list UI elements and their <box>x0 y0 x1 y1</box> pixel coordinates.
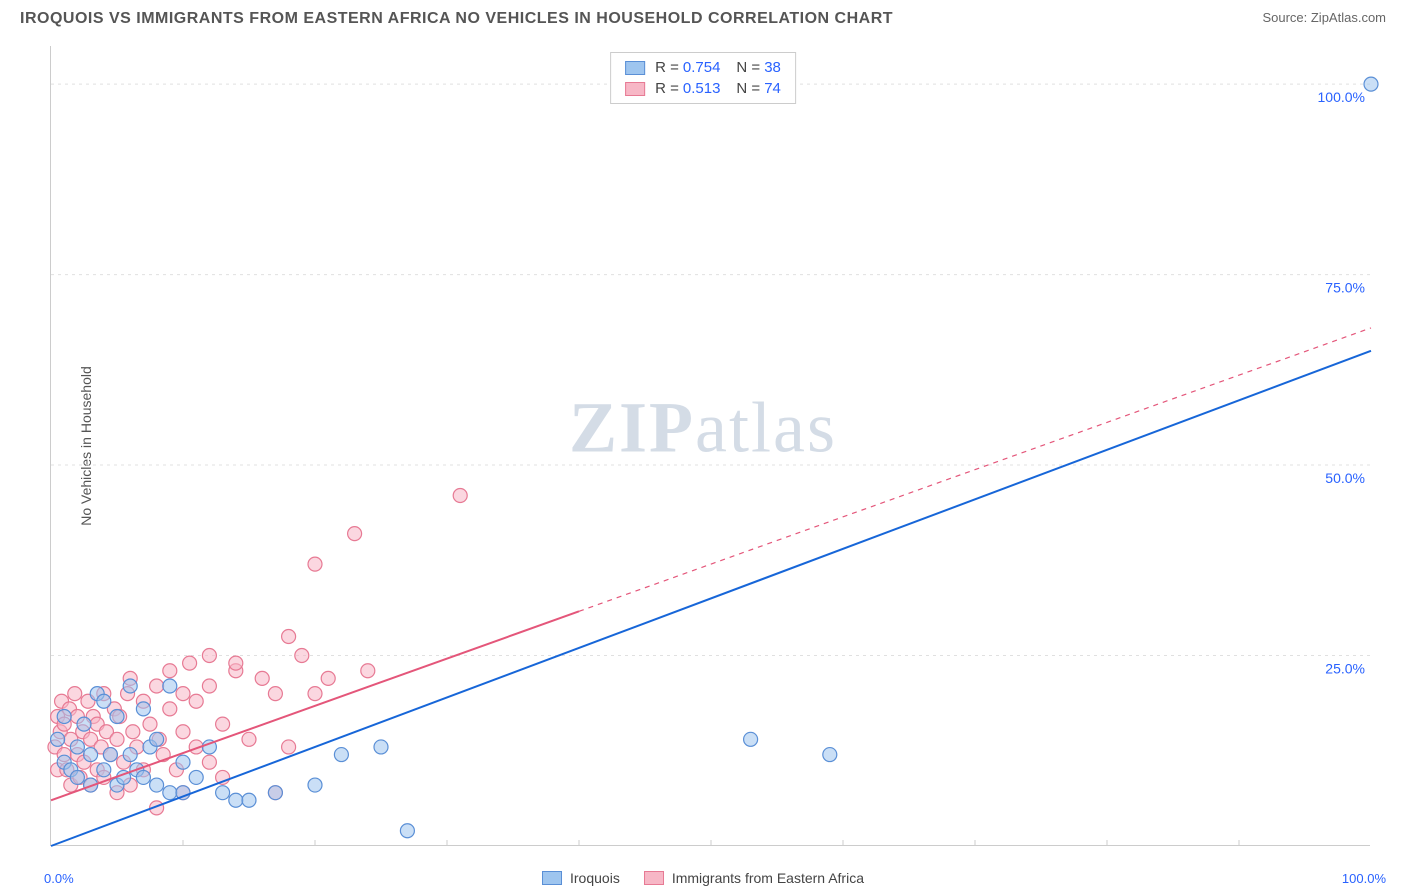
legend-swatch <box>542 871 562 885</box>
legend-swatch <box>625 61 645 75</box>
series-legend-label: Immigrants from Eastern Africa <box>672 870 864 886</box>
legend-swatch <box>644 871 664 885</box>
r-legend-row: R =0.513N =74 <box>611 78 795 99</box>
svg-text:50.0%: 50.0% <box>1325 470 1365 486</box>
x-axis-min-label: 0.0% <box>44 871 74 886</box>
series-legend: Iroquois Immigrants from Eastern Africa <box>542 870 864 886</box>
svg-text:75.0%: 75.0% <box>1325 280 1365 296</box>
correlation-legend: R =0.754N =38R =0.513N =74 <box>610 52 796 104</box>
r-legend-row: R =0.754N =38 <box>611 57 795 78</box>
chart-plot-area: 25.0% 50.0% 75.0% 100.0% <box>50 46 1370 846</box>
source-label: Source: ZipAtlas.com <box>1262 10 1386 25</box>
series-legend-label: Iroquois <box>570 870 620 886</box>
series-legend-item: Immigrants from Eastern Africa <box>644 870 864 886</box>
chart-title: IROQUOIS VS IMMIGRANTS FROM EASTERN AFRI… <box>20 10 893 28</box>
x-axis-max-label: 100.0% <box>1342 871 1386 886</box>
svg-text:100.0%: 100.0% <box>1318 89 1365 105</box>
legend-swatch <box>625 82 645 96</box>
series-legend-item: Iroquois <box>542 870 620 886</box>
svg-text:25.0%: 25.0% <box>1325 661 1365 677</box>
